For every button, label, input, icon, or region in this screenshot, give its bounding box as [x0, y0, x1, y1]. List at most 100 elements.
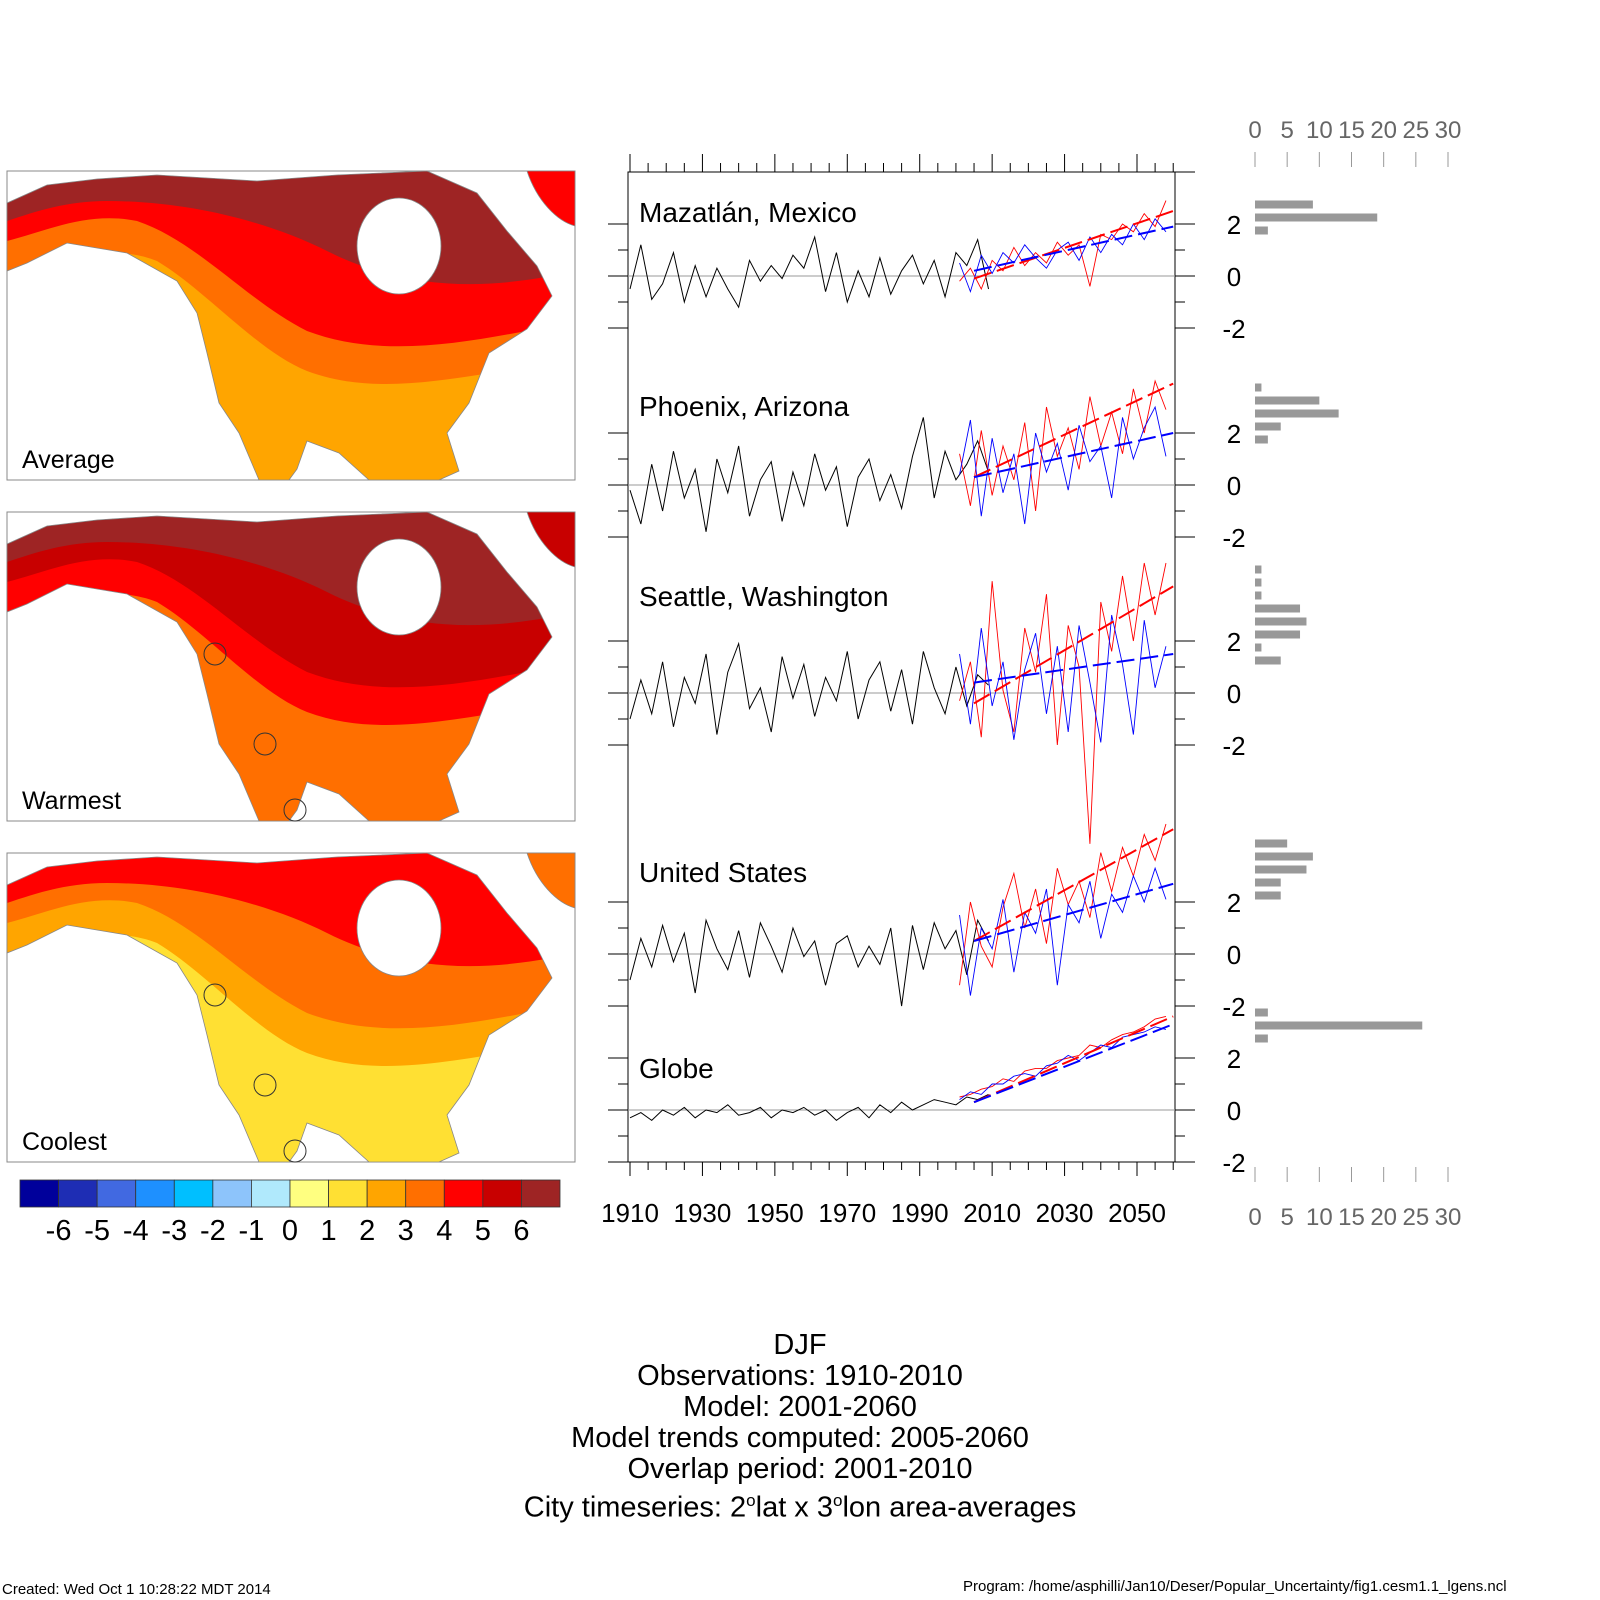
y-tick-label: 0 [1227, 1096, 1241, 1126]
histogram-bar [1255, 891, 1281, 900]
greenland [526, 852, 576, 909]
caption-city-a: City timeseries: 2 [523, 1491, 747, 1524]
histogram-tick-label-top: 5 [1280, 117, 1293, 144]
histogram-tick-label-bottom: 30 [1435, 1204, 1462, 1231]
coastline [6, 852, 553, 1163]
colorbar-swatch [366, 1179, 407, 1208]
histogram-bar [1255, 878, 1281, 887]
caption-season: DJF [773, 1329, 827, 1361]
y-tick-label: 0 [1227, 471, 1241, 501]
y-tick-label: 2 [1227, 888, 1241, 918]
panel-title: Phoenix, Arizona [639, 391, 850, 422]
histogram-tick-label-bottom: 20 [1370, 1204, 1397, 1231]
histogram-bar [1255, 435, 1268, 444]
city-marker-circle [253, 732, 277, 756]
map-label: Warmest [22, 787, 121, 815]
x-tick-label: 1990 [891, 1198, 949, 1228]
map-panel-average: Average [6, 170, 576, 481]
blue-trend-line [973, 882, 1174, 942]
histogram-tick-label-bottom: 5 [1280, 1204, 1293, 1231]
greenland [526, 170, 576, 227]
histogram-tick-label-bottom: 10 [1306, 1204, 1333, 1231]
colorbar-swatch [135, 1179, 175, 1208]
histogram-bar [1255, 1034, 1268, 1043]
caption: DJF Observations: 1910-2010 Model: 2001-… [400, 1330, 1200, 1524]
histogram-bar [1255, 396, 1320, 405]
colorbar-label: -5 [84, 1215, 110, 1247]
timeseries-panel: 2 0 -2 United States [608, 823, 1313, 1022]
y-tick-label: 2 [1227, 627, 1241, 657]
degree-sup: o [833, 1491, 843, 1510]
observed-series-line [629, 641, 989, 735]
y-tick-label: 2 [1227, 419, 1241, 449]
histogram-bar [1255, 1021, 1423, 1030]
caption-model: Model: 2001-2060 [683, 1391, 917, 1423]
histogram-bar [1255, 200, 1313, 209]
blue-trend-line [973, 225, 1174, 272]
x-tick-label: 1930 [674, 1198, 732, 1228]
histogram-bar [1255, 630, 1301, 639]
histogram-tick-label-bottom: 0 [1248, 1204, 1261, 1231]
colorbar-swatch [289, 1179, 329, 1208]
colorbar-swatch [58, 1179, 98, 1208]
hudson-bay [356, 197, 442, 295]
colorbar-label: 3 [398, 1215, 414, 1247]
observed-series-line [629, 1093, 989, 1122]
coastline [6, 511, 553, 822]
panel-title: Seattle, Washington [639, 581, 889, 612]
histogram-tick-label-top: 10 [1306, 117, 1333, 144]
colorbar-swatch [405, 1179, 445, 1208]
histogram-bar [1255, 865, 1307, 874]
hudson-bay [356, 538, 442, 636]
histogram-bar [1255, 409, 1339, 418]
colorbar-label: -3 [161, 1215, 187, 1247]
colorbar-swatch [482, 1179, 522, 1208]
observed-series-line [629, 417, 989, 532]
y-tick-label: -2 [1222, 1148, 1245, 1178]
colorbar-swatch [19, 1179, 59, 1208]
red-trend-line [973, 382, 1174, 479]
city-marker-circle [283, 1139, 307, 1163]
caption-city: City timeseries: 2olat x 3olon area-aver… [400, 1485, 1200, 1524]
histogram-bar [1255, 839, 1288, 848]
histogram-bar [1255, 852, 1313, 861]
histogram-bar [1255, 226, 1268, 235]
y-tick-label: 2 [1227, 1044, 1241, 1074]
blue-trend-line [973, 432, 1174, 479]
city-marker-circle [253, 1073, 277, 1097]
y-tick-label: 2 [1227, 210, 1241, 240]
red-trend-line [973, 210, 1174, 280]
x-tick-label: 1950 [746, 1198, 804, 1228]
histogram-bar [1255, 604, 1301, 613]
red-trend-line [973, 585, 1174, 705]
histogram-bar [1255, 1008, 1268, 1017]
red-trend-line [973, 828, 1174, 942]
colorbar-label: -2 [200, 1215, 226, 1247]
model-blue-series-line [959, 614, 1167, 743]
model-blue-series-line [959, 217, 1167, 294]
panel-title: United States [639, 857, 807, 888]
model-red-series-line [959, 823, 1167, 986]
histogram-tick-label-top: 20 [1370, 117, 1397, 144]
observed-series-line [629, 918, 989, 1007]
plot-frame [627, 171, 1176, 1163]
caption-observations: Observations: 1910-2010 [637, 1360, 963, 1392]
y-tick-label: -2 [1222, 523, 1245, 553]
histogram-tick-label-bottom: 25 [1402, 1204, 1429, 1231]
colorbar-swatch [173, 1179, 214, 1208]
panel-title: Globe [639, 1053, 714, 1084]
colorbar-label: 4 [436, 1215, 452, 1247]
model-blue-series-line [959, 405, 1167, 525]
caption-trends: Model trends computed: 2005-2060 [571, 1422, 1029, 1454]
x-tick-label: 2030 [1036, 1198, 1094, 1228]
histogram-bar [1255, 656, 1281, 665]
city-marker-circle [203, 983, 227, 1007]
histogram-tick-label-top: 30 [1435, 117, 1462, 144]
map-label: Average [22, 446, 115, 474]
histogram-tick-label-bottom: 15 [1338, 1204, 1365, 1231]
histogram-tick-label-top: 15 [1338, 117, 1365, 144]
histogram-bar [1255, 422, 1281, 431]
caption-city-c: lon area-averages [842, 1491, 1077, 1524]
hudson-bay [356, 879, 442, 977]
colorbar-swatch [251, 1179, 291, 1208]
